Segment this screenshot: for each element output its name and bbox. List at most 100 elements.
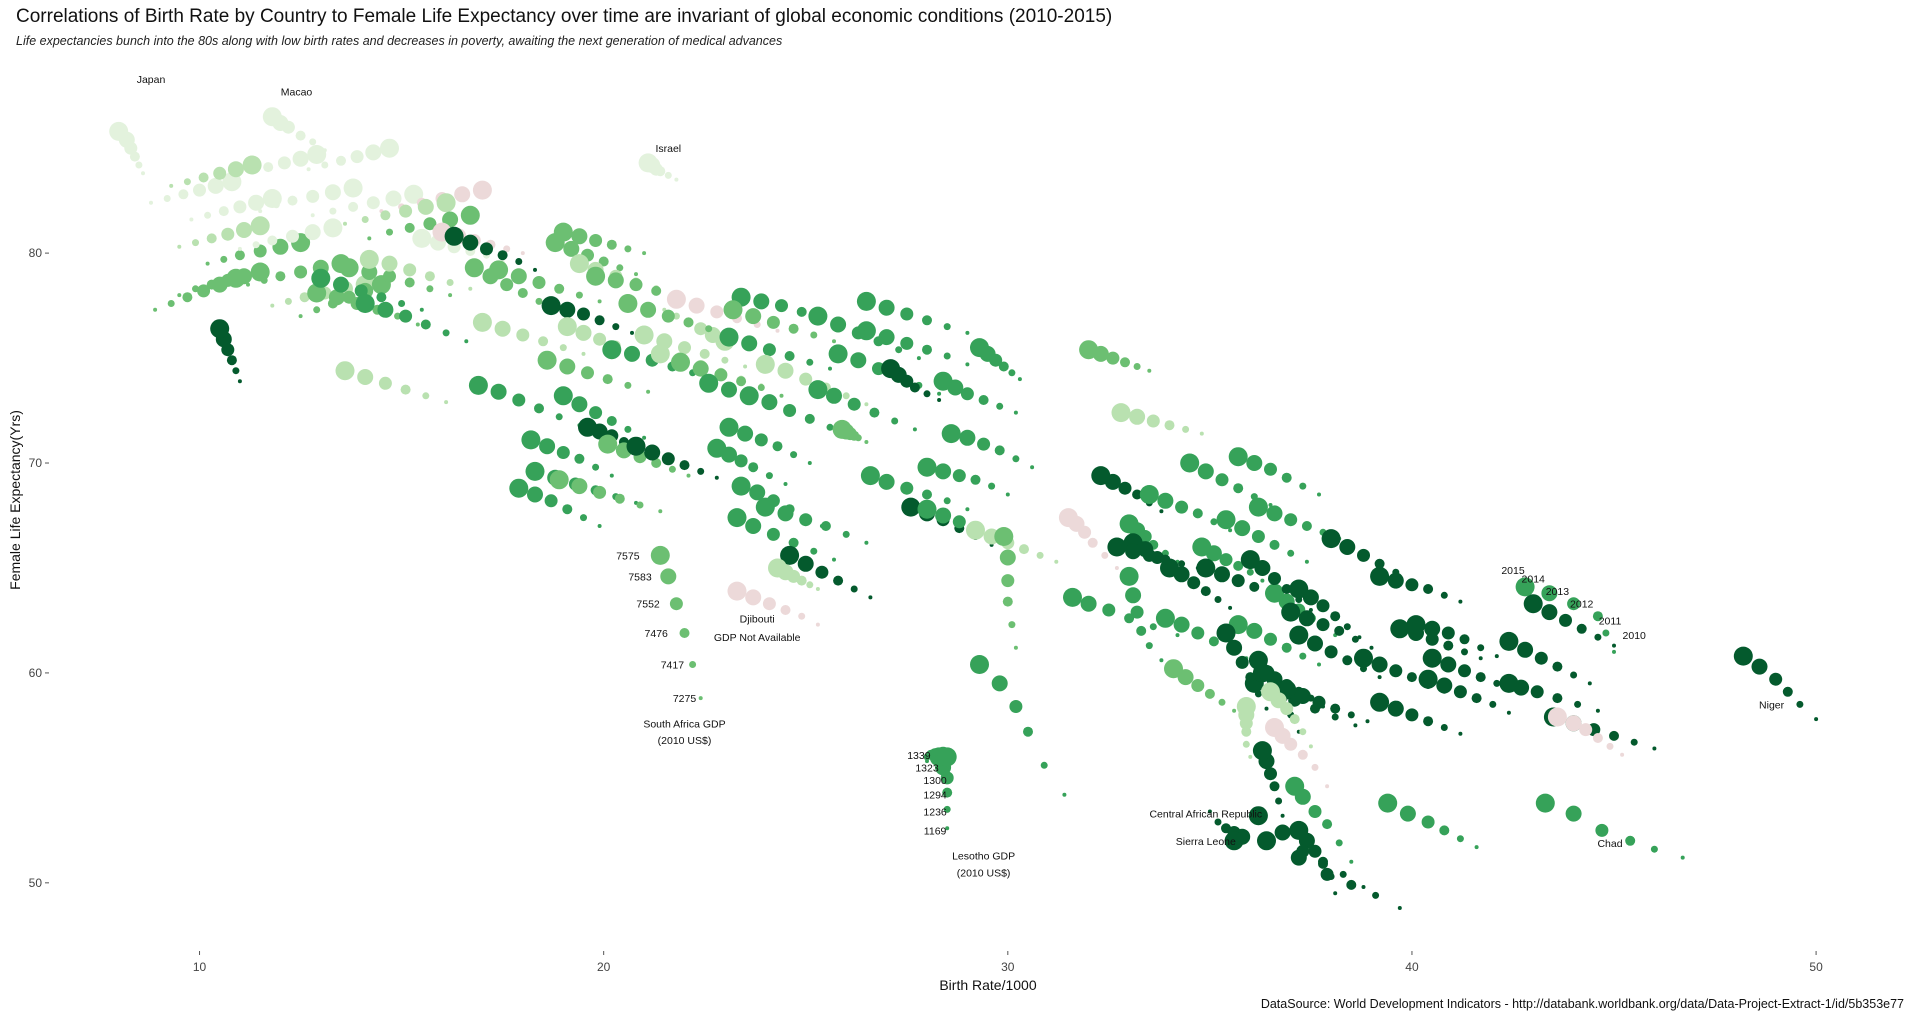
x-axis-title: Birth Rate/1000 (939, 977, 1036, 993)
data-point (412, 228, 432, 248)
data-point (768, 558, 787, 578)
annotation-label: Sierra Leone (1176, 836, 1236, 848)
data-point (1365, 719, 1370, 724)
data-point (1289, 625, 1309, 645)
data-point (736, 376, 747, 387)
data-point (1119, 566, 1139, 586)
data-point (798, 612, 806, 620)
data-point (784, 351, 795, 361)
axes: 10 20 30 40 50 50 60 70 80 (29, 246, 1823, 974)
data-point (1248, 754, 1253, 759)
data-point (1149, 623, 1157, 631)
data-point (761, 394, 778, 411)
data-point (828, 344, 848, 364)
data-point (210, 319, 230, 339)
data-points-layer (109, 107, 1819, 910)
data-point (999, 549, 1016, 566)
annotation-label: (2010 US$) (658, 735, 712, 747)
data-point (490, 383, 507, 400)
x-tick-label: 50 (1809, 960, 1823, 974)
data-point (850, 585, 858, 593)
data-point (602, 374, 613, 385)
data-point (444, 226, 464, 246)
data-point (1091, 466, 1111, 486)
data-point (1224, 831, 1244, 851)
data-point (559, 358, 576, 375)
data-point (1308, 805, 1322, 818)
data-point (1354, 648, 1373, 668)
data-point (1592, 733, 1603, 743)
data-point (1324, 645, 1338, 659)
data-point (1594, 633, 1602, 641)
annotation-label: 2012 (1570, 599, 1594, 611)
data-point (197, 284, 211, 298)
data-point (527, 486, 543, 503)
data-point (444, 400, 449, 405)
data-point (1399, 805, 1416, 822)
data-point (1058, 508, 1078, 528)
annotation-label: Lesotho GDP (952, 851, 1015, 863)
data-point (555, 413, 563, 421)
data-point (1214, 596, 1222, 603)
data-point (1322, 819, 1333, 830)
data-point (381, 255, 398, 272)
data-point (1216, 510, 1236, 530)
data-point (480, 242, 493, 256)
data-point (922, 489, 932, 500)
data-point (1595, 823, 1609, 837)
data-point (516, 328, 530, 342)
data-point (1281, 584, 1292, 594)
data-point (1204, 688, 1215, 699)
data-point (739, 386, 759, 406)
data-point (586, 266, 606, 286)
data-point (1331, 713, 1339, 721)
data-point (998, 361, 1009, 372)
data-point (336, 155, 346, 166)
data-point (399, 204, 413, 218)
data-point (1418, 669, 1438, 689)
data-point (1248, 806, 1268, 826)
data-point (1287, 549, 1295, 557)
data-point (1248, 650, 1268, 670)
data-point (1178, 560, 1186, 568)
data-point (1475, 672, 1486, 683)
data-point (1192, 508, 1203, 519)
data-point (1124, 613, 1135, 624)
data-point (609, 473, 614, 478)
data-point (1378, 793, 1398, 813)
annotation-label: 1323 (915, 762, 939, 774)
data-point (806, 358, 814, 366)
annotation-label: (2010 US$) (957, 867, 1011, 879)
data-point (780, 545, 800, 565)
data-point (952, 469, 966, 483)
annotation-label: 7476 (645, 628, 669, 640)
data-point (626, 436, 646, 456)
data-point (1164, 659, 1183, 679)
annotation-label: 1236 (923, 807, 947, 819)
data-point (1261, 682, 1280, 702)
data-point (1008, 621, 1016, 629)
data-point (284, 297, 292, 305)
data-point (182, 292, 193, 303)
data-point (1782, 686, 1793, 697)
data-point (500, 278, 514, 292)
data-point (250, 216, 270, 236)
data-point (777, 362, 794, 379)
data-point (1023, 726, 1033, 737)
annotation-label: Chad (1597, 838, 1622, 850)
data-point (937, 398, 942, 402)
data-point (1200, 586, 1211, 597)
data-point (1440, 591, 1448, 599)
data-point (783, 482, 788, 486)
data-point (860, 466, 880, 486)
data-point (324, 184, 341, 201)
data-point (109, 121, 129, 141)
data-point (1245, 672, 1256, 683)
data-point (298, 314, 303, 319)
data-point (343, 221, 347, 226)
data-point (448, 293, 453, 298)
data-point (1308, 844, 1322, 858)
data-point (1595, 708, 1600, 713)
data-point (922, 344, 932, 355)
data-point (1422, 648, 1442, 668)
